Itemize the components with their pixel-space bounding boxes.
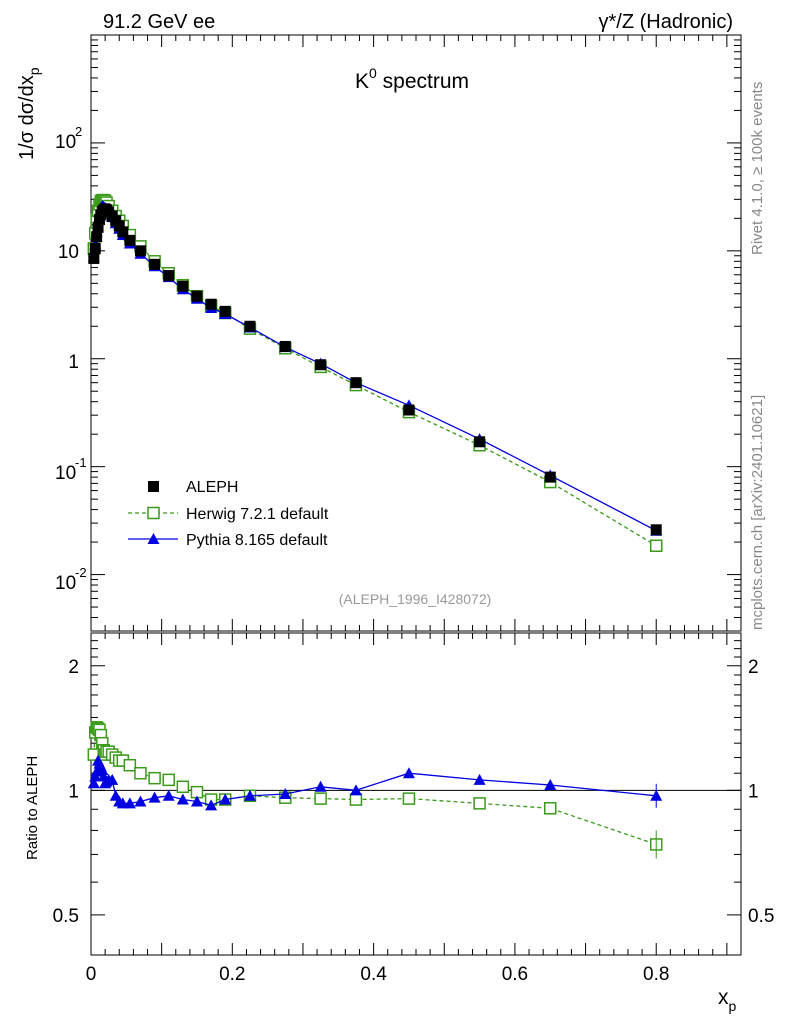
y-tick-label-base: 10 bbox=[55, 463, 76, 484]
aleph-point bbox=[544, 471, 556, 483]
ratio-pythia-point bbox=[205, 799, 218, 811]
aleph-point bbox=[205, 298, 217, 310]
aleph-point bbox=[88, 252, 100, 264]
aleph-point bbox=[177, 280, 189, 292]
x-tick-label: 0.2 bbox=[219, 964, 245, 985]
ratio-y-tick-label: 1 bbox=[68, 781, 79, 802]
ratio-herwig-point bbox=[123, 758, 137, 772]
aleph-point bbox=[244, 320, 256, 332]
ratio-pythia-point bbox=[87, 777, 100, 789]
x-tick-label: 0.4 bbox=[360, 964, 387, 985]
ratio-pythia-point bbox=[190, 795, 203, 807]
aleph-point bbox=[149, 258, 161, 270]
aleph-point bbox=[279, 340, 291, 352]
ratio-y-tick-label: 2 bbox=[68, 657, 79, 678]
aleph-series bbox=[88, 203, 662, 536]
ratio-pythia-point bbox=[176, 793, 189, 805]
aleph-point bbox=[350, 377, 362, 389]
aleph-point bbox=[191, 290, 203, 302]
rivet-version-label: Rivet 4.1.0, ≥ 100k events bbox=[749, 82, 766, 255]
aleph-point bbox=[89, 243, 101, 255]
ratio-pythia-point bbox=[148, 791, 161, 803]
ratio-pythia-point bbox=[314, 780, 327, 792]
y-tick-label: 1 bbox=[68, 352, 79, 373]
y-tick-label-exp: -2 bbox=[75, 565, 87, 580]
aleph-point bbox=[219, 305, 231, 317]
aleph-point bbox=[113, 220, 125, 232]
main-panel-ticks bbox=[90, 35, 741, 632]
legend-aleph-label: ALEPH bbox=[186, 479, 238, 496]
ratio-pythia-point bbox=[473, 773, 486, 785]
ratio-y-tick-labels: 0.5 1 2 0.5 1 2 bbox=[53, 657, 775, 927]
ratio-herwig-point bbox=[543, 802, 557, 815]
aleph-point bbox=[134, 245, 146, 257]
ratio-herwig-point bbox=[134, 766, 147, 780]
ratio-herwig-point bbox=[314, 792, 327, 805]
ratio-pythia-point bbox=[279, 787, 292, 799]
ratio-herwig-point bbox=[148, 771, 161, 785]
aleph-point bbox=[124, 234, 136, 246]
ratio-pythia-point bbox=[243, 789, 256, 801]
ratio-herwig-point bbox=[349, 793, 363, 806]
aleph-point bbox=[650, 524, 662, 536]
ratio-y-tick-label-right: 0.5 bbox=[748, 906, 774, 927]
x-tick-label: 0.8 bbox=[643, 964, 669, 985]
aleph-point bbox=[91, 231, 103, 243]
legend-aleph-marker bbox=[148, 481, 159, 492]
ratio-herwig-point bbox=[402, 792, 416, 805]
ratio-y-tick-label: 0.5 bbox=[53, 906, 79, 927]
pythia-series bbox=[87, 200, 663, 536]
x-tick-label: 0.6 bbox=[502, 964, 528, 985]
legend-pythia-label: Pythia 8.165 default bbox=[186, 532, 328, 549]
ratio-pythia-point bbox=[134, 795, 147, 807]
mcplots-url-label: mcplots.cern.ch [arXiv:2401.10621] bbox=[749, 395, 766, 630]
x-tick-labels: 0 0.2 0.4 0.6 0.8 bbox=[86, 964, 670, 985]
ratio-pythia-point bbox=[106, 773, 119, 785]
legend-herwig-marker bbox=[147, 506, 160, 520]
ratio-herwig-point bbox=[176, 780, 190, 794]
main-y-axis-label: 1/σ dσ/dxp bbox=[16, 67, 42, 160]
ratio-y-tick-label-right: 1 bbox=[748, 781, 759, 802]
header-left-label: 91.2 GeV ee bbox=[103, 11, 215, 33]
ratio-y-tick-label-right: 2 bbox=[748, 657, 759, 678]
herwig-point bbox=[649, 539, 663, 552]
x-axis-label: xp bbox=[718, 986, 737, 1014]
main-y-tick-labels: 10 -2 10 -1 1 10 10 2 bbox=[55, 124, 87, 594]
aleph-point bbox=[92, 221, 104, 233]
ratio-herwig-point bbox=[473, 797, 486, 810]
x-tick-label: 0 bbox=[86, 964, 97, 985]
ratio-pythia-point bbox=[219, 793, 232, 805]
ratio-pythia-point bbox=[544, 779, 557, 791]
chart-title: K0 spectrum bbox=[355, 65, 469, 93]
analysis-id-label: (ALEPH_1996_I428072) bbox=[339, 591, 492, 607]
aleph-point bbox=[117, 226, 129, 238]
aleph-point bbox=[403, 404, 415, 416]
ratio-pythia-point bbox=[349, 784, 362, 796]
ratio-herwig-point bbox=[162, 773, 175, 787]
y-tick-label-base: 10 bbox=[55, 573, 76, 594]
ratio-pythia-point bbox=[123, 797, 136, 809]
ratio-pythia-series bbox=[87, 754, 663, 811]
ratio-pythia-point bbox=[162, 789, 175, 801]
herwig-series bbox=[87, 193, 663, 552]
ratio-pythia-point bbox=[402, 767, 415, 779]
legend-pythia-marker bbox=[147, 533, 160, 544]
y-tick-label-base: 10 bbox=[55, 132, 76, 153]
aleph-point bbox=[315, 359, 327, 371]
header-right-label: γ*/Z (Hadronic) bbox=[599, 11, 733, 33]
aleph-point bbox=[474, 436, 486, 448]
aleph-point bbox=[163, 270, 175, 282]
herwig-line bbox=[93, 199, 657, 547]
ratio-pythia-point bbox=[96, 763, 109, 775]
y-axis-label-text: 1/σ dσ/dxp bbox=[16, 67, 42, 160]
y-tick-label-exp: 2 bbox=[75, 124, 82, 139]
legend: ALEPH Herwig 7.2.1 default Pythia 8.165 … bbox=[128, 479, 329, 549]
y-tick-label-exp: -1 bbox=[75, 455, 87, 470]
pythia-line bbox=[93, 205, 657, 532]
ratio-y-axis-label: Ratio to ALEPH bbox=[24, 756, 41, 860]
y-tick-label: 10 bbox=[58, 242, 79, 263]
legend-herwig-label: Herwig 7.2.1 default bbox=[186, 506, 329, 523]
